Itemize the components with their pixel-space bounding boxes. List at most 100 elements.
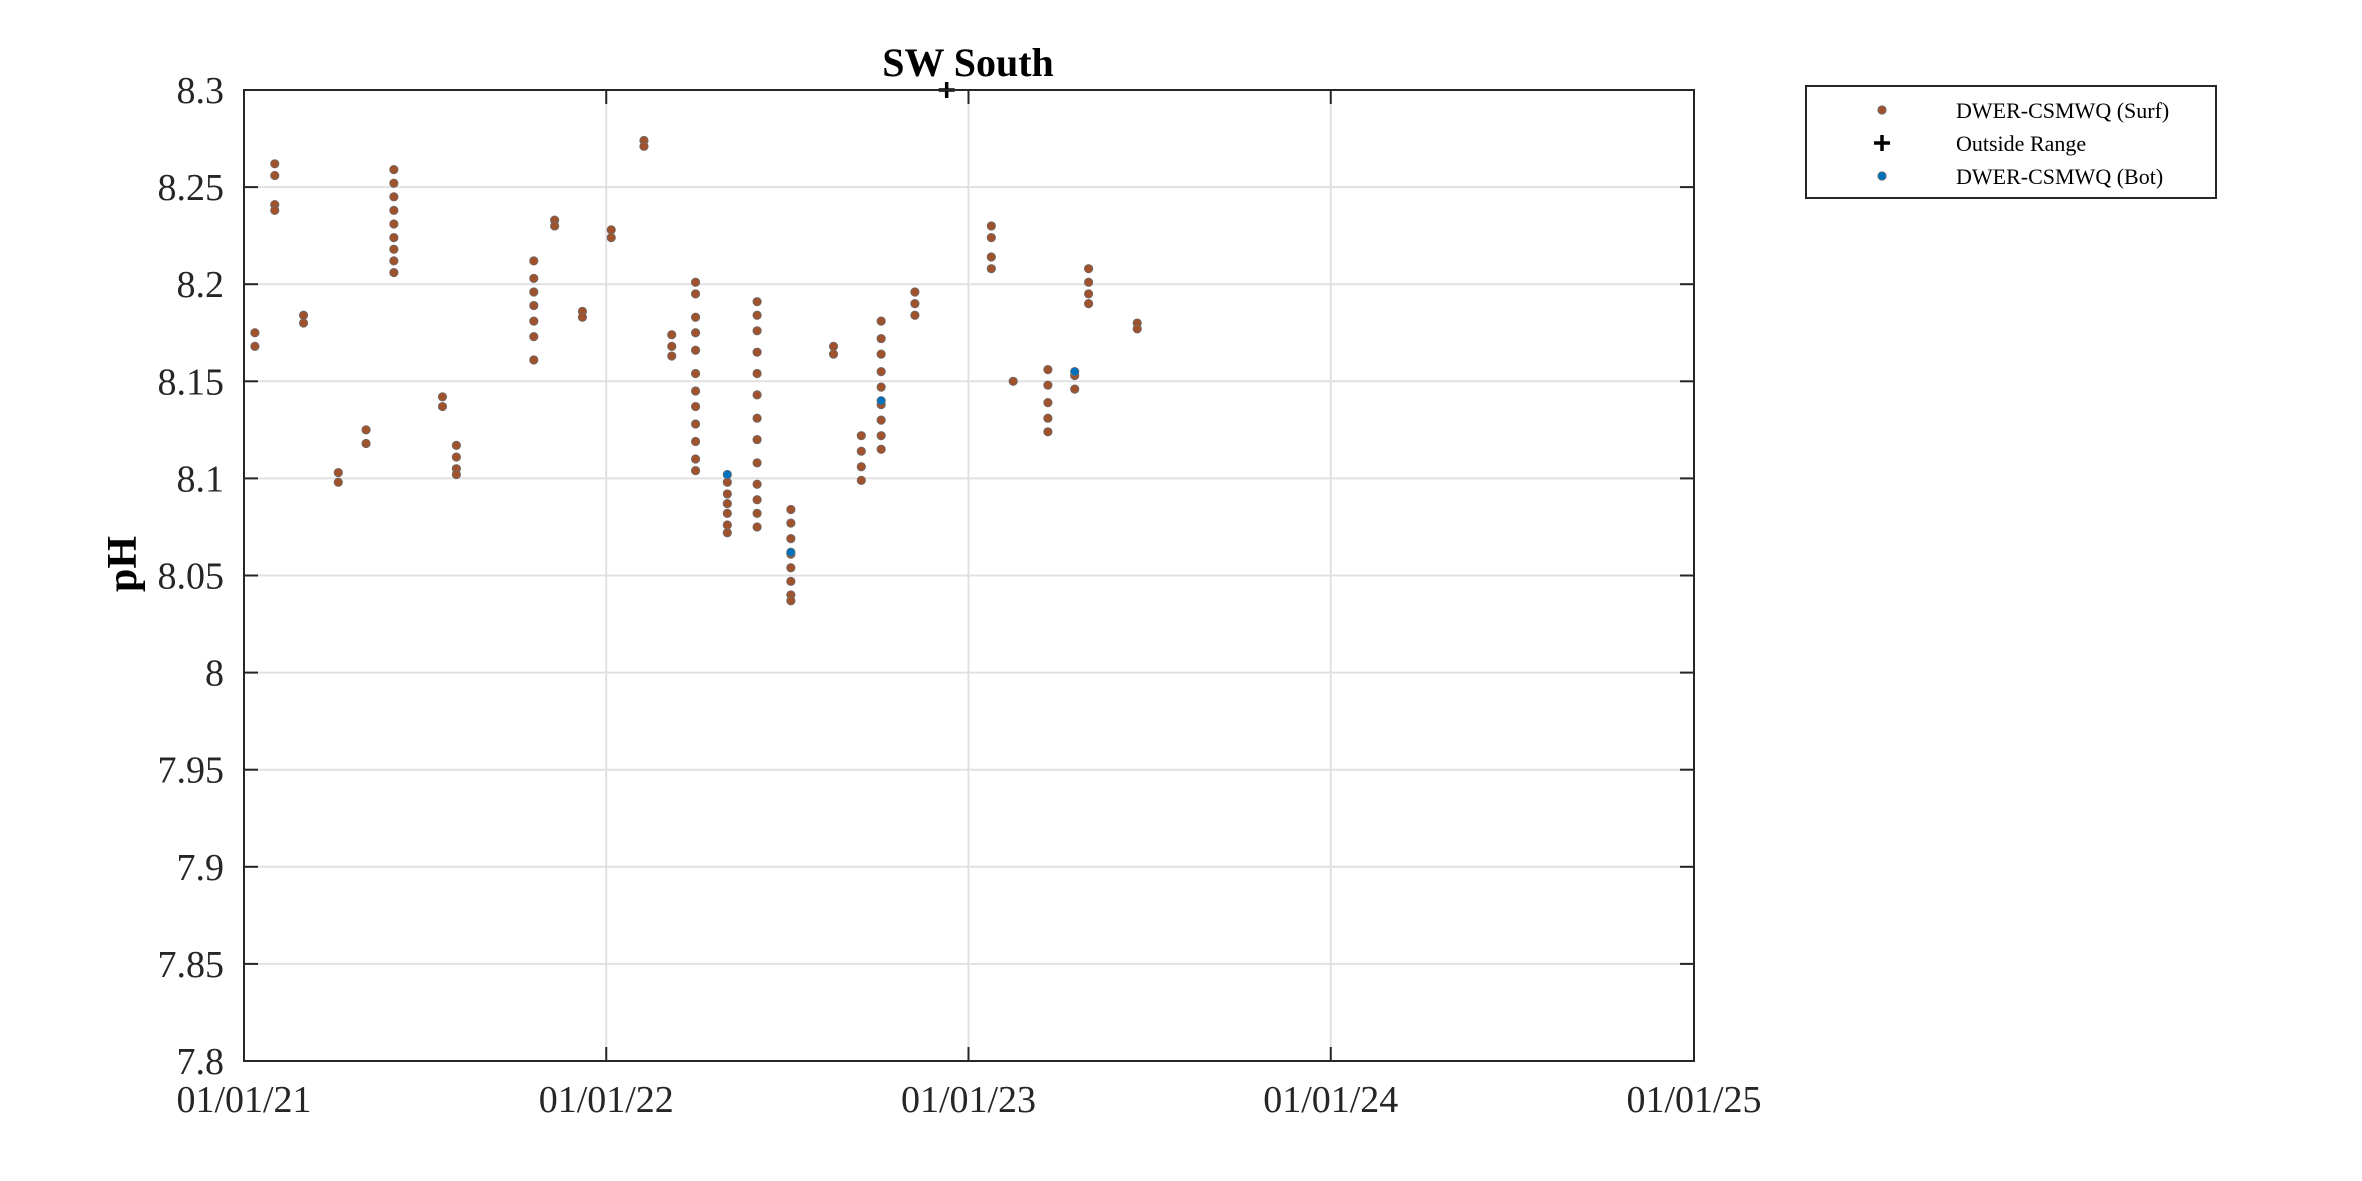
data-point [1043,365,1053,375]
data-point [606,232,616,243]
series-2 [722,366,1080,557]
data-point [722,520,732,530]
data-point [529,273,539,283]
data-point [876,415,886,425]
data-point [722,508,732,518]
y-tick-label: 8.05 [158,556,225,598]
data-point [250,328,260,338]
y-tick-label: 8.25 [158,167,225,209]
data-point [876,444,886,454]
data-point [1083,299,1094,309]
data-point [786,518,796,528]
data-point [876,366,886,377]
axis-ticks: 01/01/21 01/01/22 01/01/23 01/01/24 01/01/25… [158,70,1762,1121]
data-point [333,477,343,487]
data-point [986,232,996,243]
y-axis-title: pH [100,536,146,592]
data-point [786,534,796,544]
legend-label: Outside Range [1956,131,2086,156]
y-tick-label: 7.9 [177,847,225,889]
data-point [389,165,399,175]
series-0 [250,135,1142,606]
data-point [270,205,280,216]
data-point [250,341,260,351]
data-point [389,192,399,202]
data-point [752,390,762,400]
data-point [1083,289,1094,299]
data-point [722,499,732,509]
data-point [1083,277,1094,287]
data-point [828,341,839,351]
legend-marker [1877,171,1887,181]
data-point [1043,398,1053,408]
data-point [298,318,309,328]
data-point [690,454,701,464]
y-tick-label: 8.3 [177,70,225,112]
data-point [876,349,886,359]
data-point [1008,376,1018,386]
data-point [722,528,732,538]
data-point [690,345,701,355]
data-point [1043,427,1053,437]
data-point [529,256,539,266]
y-tick-label: 7.95 [158,750,225,792]
data-point [529,300,539,311]
x-tick-label: 01/01/22 [539,1079,674,1121]
data-point [856,462,866,472]
data-point [1070,384,1080,394]
data-point [550,221,560,231]
data-point [361,425,371,435]
data-point [986,264,996,274]
data-points [250,82,1142,606]
data-point [529,287,539,297]
data-point [752,413,762,423]
data-point [639,141,649,151]
data-point [437,401,448,412]
data-point [876,431,886,441]
data-point [577,312,588,322]
data-point [389,244,399,254]
data-point [752,479,762,489]
data-point [389,232,399,243]
data-point [667,351,677,361]
data-point [667,341,677,351]
y-tick-label: 7.85 [158,944,225,986]
data-point [752,326,762,336]
data-point [667,330,677,340]
data-point [752,347,762,357]
data-point [752,368,762,379]
data-point [752,508,762,518]
data-point [690,368,701,379]
data-point [910,310,920,320]
data-point [389,205,399,216]
data-point [389,219,399,229]
data-point [752,434,762,445]
data-point [856,475,866,485]
data-point [606,225,616,235]
data-point [389,178,399,188]
data-point [690,436,701,447]
y-tick-label: 8.15 [158,361,225,403]
data-point [451,469,461,480]
data-point [451,452,461,462]
legend: DWER-CSMWQ (Surf) Outside Range DWER-CSMWQ… [1805,85,2217,199]
data-point [986,252,996,262]
data-point [752,522,762,532]
data-point [361,438,371,449]
data-point [752,458,762,468]
data-point [722,469,732,480]
data-point [529,316,539,326]
data-point [786,547,796,557]
data-point [722,489,732,499]
legend-label: DWER-CSMWQ (Bot) [1956,164,2163,189]
data-point [529,332,539,342]
data-point [752,495,762,505]
y-tick-label: 8.1 [177,458,225,500]
y-tick-label: 8.2 [177,264,225,306]
data-point [856,446,866,456]
data-point [1070,366,1080,377]
data-point [690,386,701,396]
data-point [690,419,701,429]
legend-marker [1874,135,1890,151]
